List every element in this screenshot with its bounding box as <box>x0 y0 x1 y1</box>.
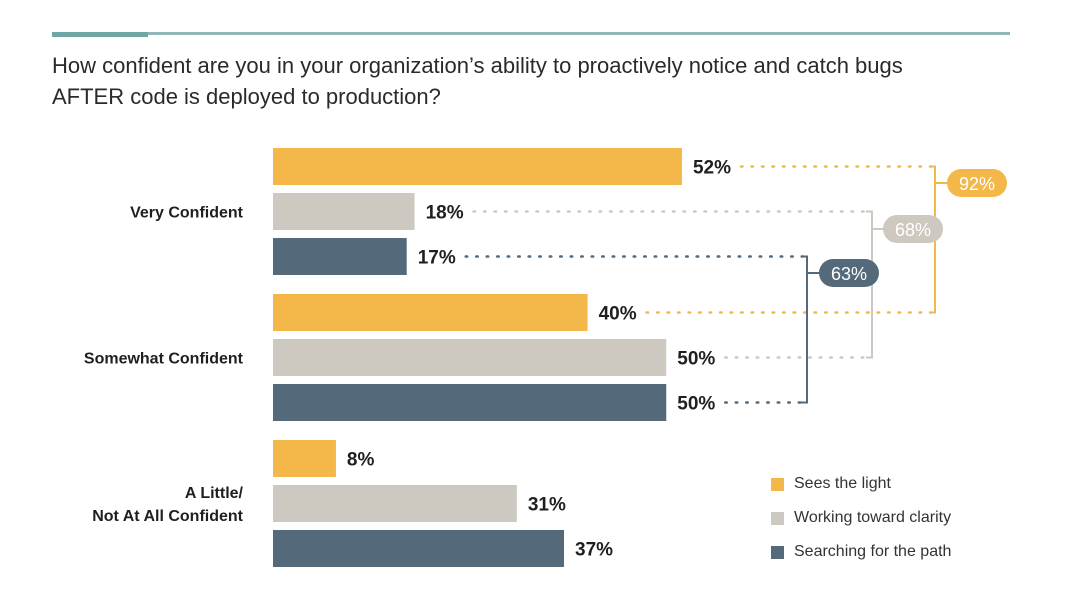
category-label: A Little/ <box>185 485 244 502</box>
legend: Sees the light Working toward clarity Se… <box>771 467 951 569</box>
bar-searching-for-the-path <box>273 238 407 275</box>
bar-working-toward-clarity <box>273 193 415 230</box>
data-label: 8% <box>347 450 375 471</box>
legend-swatch <box>771 511 784 525</box>
legend-item-working-toward-clarity: Working toward clarity <box>771 501 951 535</box>
data-label: 37% <box>575 540 613 561</box>
bar-searching-for-the-path <box>273 384 667 421</box>
bar-searching-for-the-path <box>273 530 565 567</box>
total-badge <box>883 215 943 243</box>
top-rule <box>52 32 1010 35</box>
legend-swatch <box>771 545 784 559</box>
bar-sees-the-light <box>273 148 682 185</box>
total-label: 92% <box>959 174 995 194</box>
total-badge <box>819 259 879 287</box>
chart-title: How confident are you in your organizati… <box>52 53 903 109</box>
total-badge <box>947 169 1007 197</box>
data-label: 50% <box>677 349 715 370</box>
category-label: Very Confident <box>130 205 244 222</box>
data-label: 17% <box>418 248 456 269</box>
total-label: 68% <box>895 220 931 240</box>
legend-label: Searching for the path <box>794 543 952 560</box>
data-label: 40% <box>599 304 637 325</box>
data-label: 31% <box>528 495 566 516</box>
data-label: 50% <box>677 394 715 415</box>
bar-working-toward-clarity <box>273 485 517 522</box>
legend-item-sees-the-light: Sees the light <box>771 467 951 501</box>
legend-item-searching-for-the-path: Searching for the path <box>771 535 951 569</box>
legend-label: Sees the light <box>794 475 891 492</box>
data-label: 18% <box>426 203 464 224</box>
category-label: Somewhat Confident <box>84 351 244 368</box>
bar-sees-the-light <box>273 294 588 331</box>
legend-label: Working toward clarity <box>794 509 952 526</box>
legend-swatch <box>771 477 784 491</box>
bar-sees-the-light <box>273 440 336 477</box>
category-label: Not At All Confident <box>92 508 243 525</box>
top-rule-accent <box>52 32 148 37</box>
total-label: 63% <box>831 264 867 284</box>
data-label: 52% <box>693 158 731 179</box>
bracket <box>801 255 808 404</box>
bar-working-toward-clarity <box>273 339 667 376</box>
